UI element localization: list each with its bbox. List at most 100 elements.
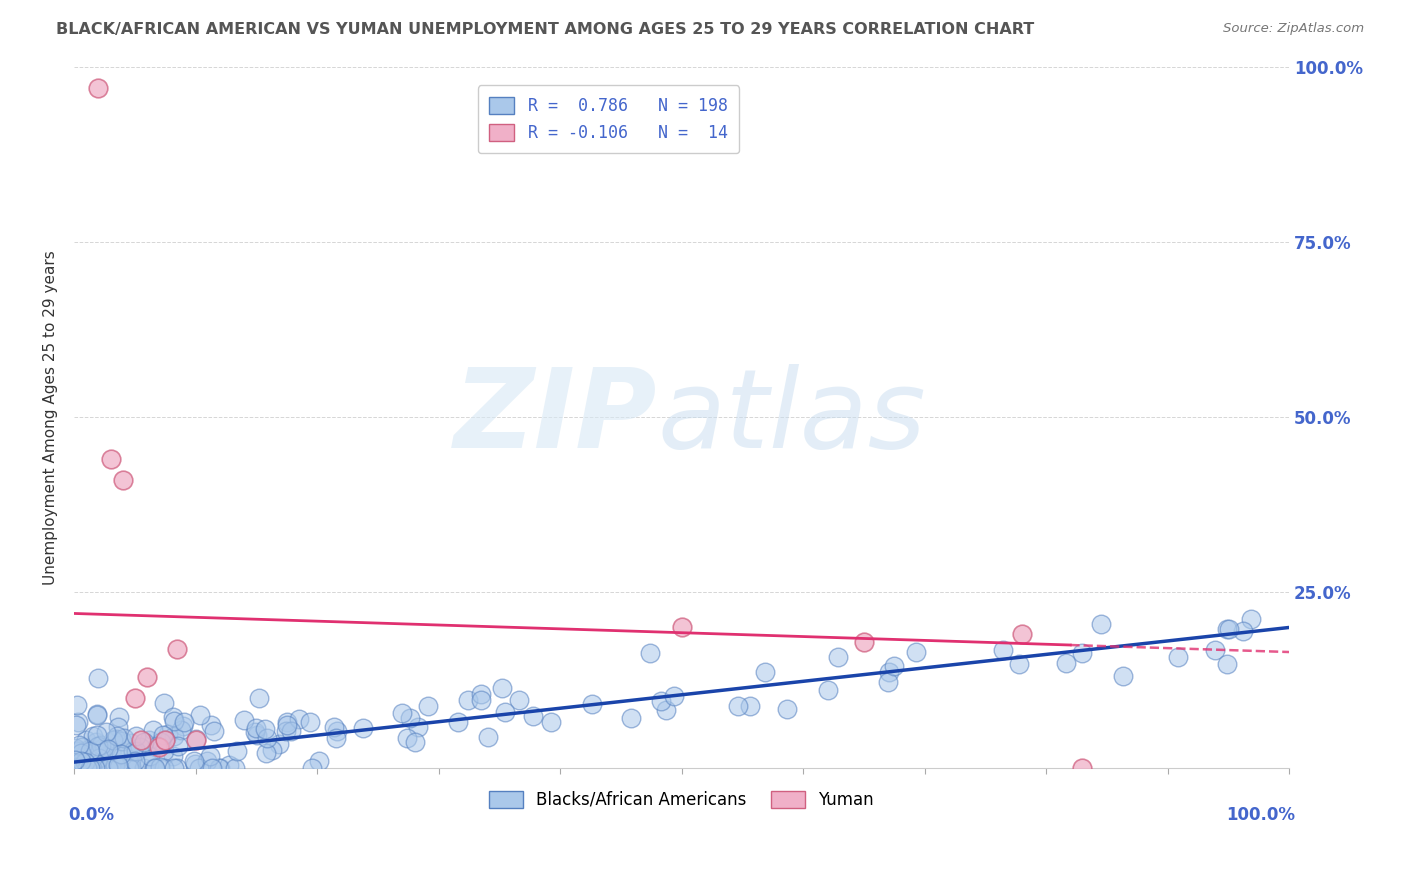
Point [136,669,159,683]
Text: 100.0%: 100.0% [1226,806,1295,824]
Point [65,761,87,775]
Point [90,739,112,753]
Point [91,747,114,761]
Point [111,734,134,748]
Point [1215,622,1237,636]
Point [69,756,91,770]
Point [96,725,118,739]
Point [84,742,107,756]
Point [1090,616,1112,631]
Point [671,620,693,634]
Point [152,728,174,742]
Point [152,761,174,775]
Point [138,756,160,771]
Point [79,761,101,775]
Point [117,755,139,769]
Point [540,714,562,729]
Point [299,714,322,729]
Point [163,714,186,728]
Point [184,732,207,747]
Point [86,728,108,742]
Point [67,761,90,775]
Point [457,692,479,706]
Point [70,761,93,775]
Point [69,744,91,758]
Point [66,698,89,712]
Text: Source: ZipAtlas.com: Source: ZipAtlas.com [1223,22,1364,36]
Point [97,741,120,756]
Point [1215,657,1237,671]
Point [233,714,256,728]
Point [112,731,135,746]
Point [198,749,221,764]
Point [184,757,207,772]
Point [1167,650,1189,665]
Point [73,761,96,775]
Point [86,707,108,722]
Point [87,751,110,765]
Point [740,699,762,714]
Point [65,718,87,732]
Point [124,729,146,743]
Point [108,760,131,774]
Point [224,761,246,775]
Point [1218,622,1240,636]
Point [254,746,277,760]
Legend: Blacks/African Americans, Yuman: Blacks/African Americans, Yuman [482,784,880,815]
Point [77,761,100,775]
Point [86,761,108,775]
Point [67,738,90,752]
Point [118,744,141,758]
Point [87,80,110,95]
Point [100,745,122,759]
Point [162,749,184,764]
Text: ZIP: ZIP [454,364,657,471]
Point [1011,627,1033,641]
Point [67,761,90,775]
Y-axis label: Unemployment Among Ages 25 to 29 years: Unemployment Among Ages 25 to 29 years [44,250,58,584]
Point [122,744,145,758]
Point [156,727,179,741]
Point [225,743,247,757]
Point [100,452,122,467]
Point [470,687,492,701]
Point [325,731,347,745]
Point [124,754,146,768]
Point [202,723,225,738]
Point [280,723,302,738]
Point [817,683,839,698]
Point [187,761,209,775]
Point [79,744,101,758]
Point [83,759,105,773]
Text: atlas: atlas [657,364,927,471]
Point [218,757,240,772]
Point [67,761,90,775]
Point [477,731,499,745]
Point [208,761,231,775]
Point [395,731,418,745]
Point [84,761,107,775]
Point [110,747,132,761]
Point [200,718,222,732]
Point [201,761,224,775]
Point [172,719,194,733]
Point [70,754,93,768]
Point [129,739,152,754]
Point [97,756,120,771]
Point [276,724,298,739]
Point [93,739,115,754]
Point [852,634,875,648]
Point [75,761,97,775]
Point [1071,647,1094,661]
Point [301,761,323,775]
Point [108,710,131,724]
Point [142,723,165,738]
Point [1239,612,1261,626]
Point [662,689,685,703]
Point [104,732,127,747]
Point [105,729,128,743]
Point [124,690,146,705]
Point [73,747,96,762]
Point [101,732,124,747]
Point [82,729,104,743]
